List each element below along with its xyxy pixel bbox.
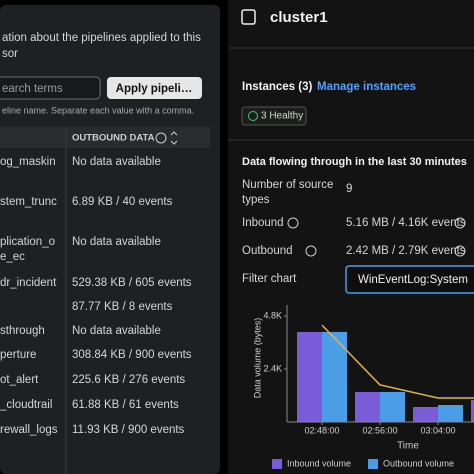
search-placeholder: earch terms bbox=[2, 83, 63, 95]
stat-label: Outbound bbox=[242, 245, 293, 257]
x-tick-label: 03:04:00 bbox=[420, 425, 455, 435]
x-axis-label: Time bbox=[397, 441, 419, 452]
manage-instances-link[interactable]: Manage instances bbox=[317, 81, 416, 93]
outbound-data: 87.77 KB / 8 events bbox=[72, 301, 173, 313]
stat-label: Number of source bbox=[242, 179, 333, 191]
stat-value: 5.16 MB / 4.16K events bbox=[346, 217, 466, 229]
bar bbox=[297, 331, 322, 422]
check-icon bbox=[248, 111, 258, 121]
filter-value: WinEventLog:System bbox=[358, 274, 468, 286]
cluster-icon bbox=[241, 9, 256, 25]
flow-title: Data flowing through in the last 30 minu… bbox=[242, 156, 467, 168]
sort-icon[interactable] bbox=[170, 131, 178, 145]
outbound-data: 529.38 KB / 605 events bbox=[72, 277, 192, 289]
search-input[interactable] bbox=[0, 76, 101, 100]
bar bbox=[322, 331, 347, 422]
pipeline-name: ot_alert bbox=[0, 374, 39, 386]
info-icon[interactable] bbox=[454, 245, 466, 257]
bar bbox=[380, 391, 405, 422]
left-panel bbox=[0, 5, 220, 474]
apply-button[interactable] bbox=[107, 77, 202, 99]
info-icon[interactable] bbox=[454, 217, 466, 229]
outbound-data: 61.88 KB / 61 events bbox=[72, 399, 179, 411]
legend-label: Inbound volume bbox=[287, 458, 351, 468]
stat-value: 2.42 MB / 2.79K events bbox=[346, 245, 466, 257]
legend-swatch bbox=[272, 459, 282, 469]
x-tick-label: 02:48:00 bbox=[304, 425, 339, 435]
health-badge bbox=[241, 106, 307, 126]
legend-label: Outbound volume bbox=[383, 458, 454, 468]
y-tick-label: 4.8K bbox=[263, 310, 282, 320]
description: ation about the pipelines applied to thi… bbox=[2, 32, 201, 44]
pipeline-name: sthrough bbox=[0, 325, 45, 337]
cluster-title: cluster1 bbox=[270, 9, 328, 26]
y-tick-label: 2.4K bbox=[263, 363, 282, 373]
bar bbox=[355, 391, 380, 422]
outbound-data: No data available bbox=[72, 236, 161, 248]
health-badge-label: 3 Healthy bbox=[261, 111, 303, 122]
instances-label: Instances (3) bbox=[242, 81, 312, 93]
stat-label: Inbound bbox=[242, 217, 284, 229]
line bbox=[321, 324, 474, 399]
bar bbox=[413, 406, 438, 422]
filter-select[interactable] bbox=[345, 265, 474, 294]
x-tick-label: 02:56:00 bbox=[362, 425, 397, 435]
hint: eline name. Separate each value with a c… bbox=[2, 105, 194, 115]
outbound-data: 308.84 KB / 900 events bbox=[72, 349, 192, 361]
info-icon[interactable] bbox=[287, 217, 299, 229]
outbound-data: 225.6 KB / 276 events bbox=[72, 374, 185, 386]
stat-value: 9 bbox=[346, 183, 352, 195]
info-icon[interactable] bbox=[305, 245, 317, 257]
legend-swatch bbox=[368, 459, 378, 469]
pipeline-name: _cloudtrail bbox=[0, 399, 52, 411]
info-icon[interactable] bbox=[155, 132, 167, 144]
apply-button-label: Apply pipeli… bbox=[116, 83, 193, 95]
right-panel bbox=[228, 0, 474, 474]
outbound-header: OUTBOUND DATA bbox=[72, 133, 155, 144]
stat-label: types bbox=[242, 194, 270, 206]
description: sor bbox=[2, 48, 18, 60]
outbound-data: No data available bbox=[72, 156, 161, 168]
pipeline-name: perture bbox=[0, 349, 36, 361]
pipeline-name: og_maskin bbox=[0, 156, 56, 168]
outbound-data: 6.89 KB / 40 events bbox=[72, 196, 173, 208]
table-header bbox=[0, 127, 210, 148]
pipeline-name: e_ec bbox=[0, 251, 25, 263]
filter-label: Filter chart bbox=[242, 273, 297, 285]
pipeline-name: rewall_logs bbox=[0, 424, 58, 436]
pipeline-name: stem_trunc bbox=[0, 196, 57, 208]
y-axis-label: Data volume (bytes) bbox=[252, 318, 262, 399]
bar bbox=[438, 405, 463, 422]
pipeline-name: dr_incident bbox=[0, 277, 57, 289]
outbound-data: 11.93 KB / 900 events bbox=[72, 424, 185, 436]
outbound-data: No data available bbox=[72, 325, 161, 337]
bar bbox=[471, 399, 474, 422]
pipeline-name: plication_o bbox=[0, 236, 55, 248]
